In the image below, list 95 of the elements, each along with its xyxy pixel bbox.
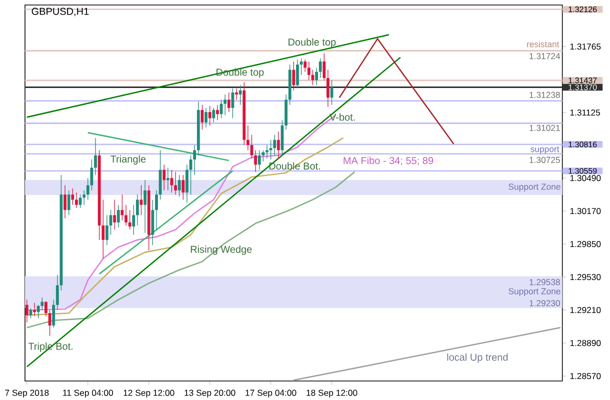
candlestick: [238, 84, 242, 106]
candlestick: [174, 172, 177, 195]
y-tick-label: 1.31765: [570, 43, 601, 50]
annotation: Double top: [288, 38, 336, 48]
ref-line-label: 1.31370: [568, 84, 597, 90]
line-series: [26, 137, 344, 316]
candlestick: [94, 137, 97, 176]
candlestick: [102, 199, 105, 259]
candlestick: [315, 67, 318, 86]
candlestick: [144, 180, 146, 234]
candlestick: [322, 52, 326, 80]
candlestick: [40, 297, 44, 310]
candlestick: [86, 178, 90, 200]
annotation: Triangle: [110, 155, 146, 165]
candlestick: [262, 150, 265, 162]
candlestick: [258, 150, 261, 170]
candlestick: [113, 199, 116, 230]
candlestick: [178, 174, 181, 197]
annotation: MA Fibo - 34; 55; 89: [344, 156, 434, 166]
candlestick: [140, 184, 143, 216]
candlestick: [216, 104, 219, 121]
candlestick: [105, 214, 108, 246]
annotation: GBPUSD,H1: [32, 8, 89, 16]
y-tick-label: 1.29210: [570, 306, 601, 314]
y-tick-label: 1.29850: [570, 240, 601, 248]
candlestick: [33, 302, 36, 317]
candlestick: [182, 174, 185, 200]
candlestick: [246, 125, 250, 151]
candlestick: [296, 59, 299, 89]
candlestick: [120, 194, 124, 221]
candlestick: [224, 94, 227, 116]
candlestick: [36, 304, 40, 319]
candlestick: [266, 144, 268, 159]
candlestick: [227, 92, 230, 112]
candlestick: [132, 204, 136, 236]
candlestick: [254, 150, 258, 172]
candlestick: [318, 58, 322, 78]
candlestick: [44, 301, 48, 317]
annotation: support: [530, 146, 560, 154]
candlestick: [273, 134, 276, 156]
candlestick: [136, 194, 139, 226]
candlestick: [193, 144, 196, 176]
line-series: [26, 171, 356, 328]
candlestick: [71, 188, 74, 206]
candlestick: [124, 204, 128, 226]
ref-line-label: 1.30816: [568, 142, 597, 148]
candlestick: [304, 59, 307, 72]
candlestick: [64, 184, 66, 219]
annotation: resistant: [527, 40, 560, 48]
candlestick: [292, 61, 296, 91]
y-tick-label: 1.31125: [570, 110, 600, 116]
candlestick: [52, 299, 56, 328]
ref-line-label: 1.32126: [568, 6, 597, 12]
candlestick: [235, 88, 238, 100]
x-tick-label: 13 Sep 20:00: [184, 390, 236, 398]
annotation: 1.29538: [530, 279, 560, 286]
ref-line-label: 1.30559: [568, 168, 597, 174]
y-tick-label: 1.29530: [570, 274, 601, 280]
candlestick: [208, 106, 212, 126]
candlestick: [25, 299, 28, 323]
annotation: 1.31021: [530, 124, 560, 132]
candlestick: [116, 204, 120, 228]
x-tick-label: 17 Sep 04:00: [246, 390, 296, 398]
candlestick: [56, 274, 59, 310]
annotation: 1.31238: [530, 92, 560, 98]
candlestick: [204, 108, 208, 128]
candlestick: [166, 167, 170, 191]
candlestick: [82, 190, 86, 206]
annotation: 1.30725: [530, 156, 560, 163]
annotation: 1.29230: [530, 300, 560, 306]
band-label: Support Zone: [508, 288, 560, 296]
y-tick-label: 1.28570: [570, 372, 601, 380]
x-tick-label: 18 Sep 12:00: [306, 390, 358, 398]
candlestick: [186, 164, 188, 204]
candlestick: [307, 61, 310, 80]
candlestick: [67, 190, 70, 216]
candlestick: [276, 131, 280, 159]
candlestick: [155, 190, 158, 230]
x-tick-label: 12 Sep 12:00: [124, 390, 174, 398]
candlestick: [162, 164, 166, 191]
candlestick: [326, 69, 330, 108]
candlestick: [90, 159, 94, 191]
candlestick: [128, 210, 132, 230]
annotation: 1.31724: [530, 53, 560, 60]
ref-line-label: 1.31437: [568, 78, 597, 84]
y-tick-label: 1.30490: [570, 174, 601, 182]
annotation: local Up trend: [447, 353, 508, 363]
band-label: Support Zone: [508, 184, 560, 192]
candlestick: [75, 192, 78, 208]
y-tick-label: 1.28890: [570, 340, 601, 346]
candlestick: [269, 140, 272, 160]
candlestick: [212, 108, 216, 123]
x-tick-label: 11 Sep 04:00: [63, 390, 113, 398]
x-tick-label: 7 Sep 2018: [5, 390, 49, 398]
y-tick-label: 1.30170: [570, 208, 601, 214]
